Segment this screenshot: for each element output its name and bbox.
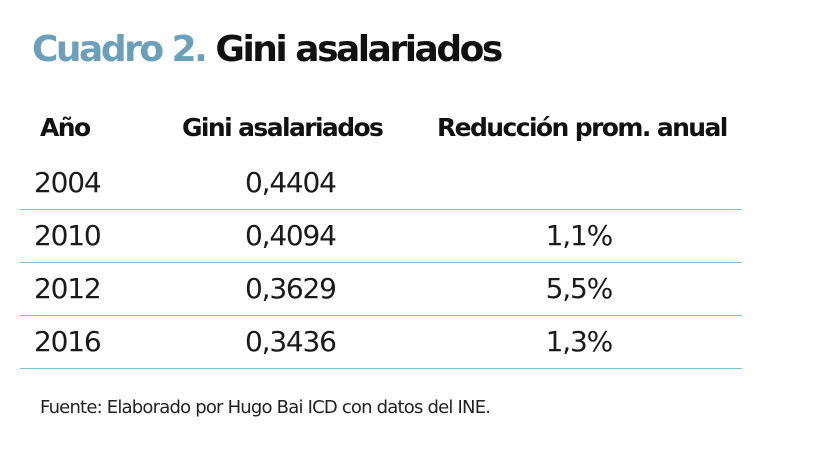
cell-gini: 0,3436: [245, 325, 337, 358]
table-title: Cuadro 2. Gini asalariados: [32, 26, 503, 74]
cell-reduction: 1,3%: [545, 325, 614, 358]
source-note: Fuente: Elaborado por Hugo Bai ICD con d…: [40, 397, 491, 418]
column-header-gini: Gini asalariados: [182, 113, 384, 142]
cell-year: 2016: [34, 325, 102, 358]
cell-gini: 0,4404: [245, 166, 337, 199]
cell-year: 2012: [34, 272, 102, 305]
table-row: 2016 0,3436 1,3%: [20, 316, 742, 369]
cell-reduction: 1,1%: [545, 219, 614, 252]
cell-reduction: 5,5%: [545, 272, 614, 305]
column-header-year: Año: [40, 113, 91, 142]
cell-gini: 0,3629: [245, 272, 337, 305]
column-header-reduction: Reducción prom. anual: [437, 113, 728, 142]
title-prefix: Cuadro 2.: [32, 29, 208, 70]
cell-gini: 0,4094: [245, 219, 337, 252]
cell-year: 2010: [34, 219, 102, 252]
table-row: 2004 0,4404: [20, 157, 742, 210]
cell-year: 2004: [34, 166, 102, 199]
title-main: Gini asalariados: [215, 29, 503, 70]
table-row: 2010 0,4094 1,1%: [20, 210, 742, 263]
table-row: 2012 0,3629 5,5%: [20, 263, 742, 316]
